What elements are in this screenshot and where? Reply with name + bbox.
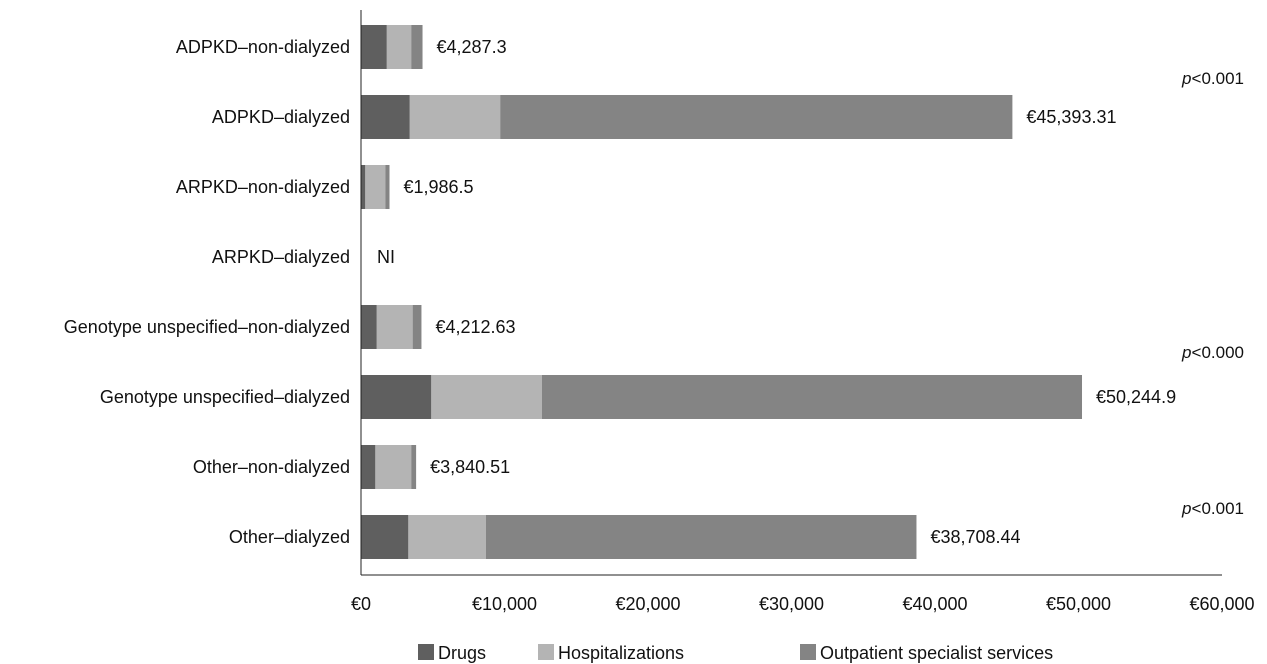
- data-label: €4,212.63: [435, 317, 515, 337]
- data-label: €45,393.31: [1026, 107, 1116, 127]
- data-label: €1,986.5: [404, 177, 474, 197]
- bar-segment: [411, 25, 423, 69]
- x-axis: €0 €10,000 €20,000 €30,000 €40,000 €50,000 €60…: [351, 10, 1255, 614]
- p-value-annotation: p<0.001: [1181, 69, 1244, 88]
- legend-label: Outpatient specialist services: [820, 643, 1053, 663]
- legend-swatch: [800, 644, 816, 660]
- bar-segment: [408, 515, 486, 559]
- bar-segment: [361, 25, 387, 69]
- legend-swatch: [538, 644, 554, 660]
- legend: Drugs Hospitalizations Outpatient speciali…: [418, 643, 1053, 663]
- data-label: €38,708.44: [930, 527, 1020, 547]
- bar-segment: [431, 375, 542, 419]
- bar-segment: [361, 445, 376, 489]
- p-value-text: <0.001: [1192, 499, 1244, 518]
- category-label: ADPKD–dialyzed: [212, 107, 350, 127]
- bar-segment: [365, 165, 386, 209]
- legend-swatch: [418, 644, 434, 660]
- data-label: €50,244.9: [1096, 387, 1176, 407]
- bar-segment: [411, 445, 417, 489]
- bar-segment: [485, 515, 917, 559]
- bar-segment: [361, 95, 410, 139]
- bar-segment: [500, 95, 1013, 139]
- category-label: Other–non-dialyzed: [193, 457, 350, 477]
- category-label: ARPKD–non-dialyzed: [176, 177, 350, 197]
- bar-segment: [361, 305, 377, 349]
- category-label: ARPKD–dialyzed: [212, 247, 350, 267]
- labels-layer: ADPKD–non-dialyzed ADPKD–dialyzed ARPKD–no…: [64, 37, 1176, 547]
- bar-segment: [361, 375, 432, 419]
- legend-label: Hospitalizations: [558, 643, 684, 663]
- p-value-annotation: p<0.001: [1181, 499, 1244, 518]
- data-label: €3,840.51: [430, 457, 510, 477]
- bar-segment: [361, 165, 366, 209]
- x-tick-label: €20,000: [615, 594, 680, 614]
- category-label: Genotype unspecified–non-dialyzed: [64, 317, 350, 337]
- bars-layer: [361, 25, 1083, 559]
- x-tick-label: €40,000: [902, 594, 967, 614]
- p-value-symbol: p: [1181, 343, 1191, 362]
- legend-label: Drugs: [438, 643, 486, 663]
- bar-segment: [409, 95, 501, 139]
- x-tick-label: €50,000: [1046, 594, 1111, 614]
- p-value-text: <0.001: [1192, 69, 1244, 88]
- x-tick-label: €60,000: [1189, 594, 1254, 614]
- category-label: Genotype unspecified–dialyzed: [100, 387, 350, 407]
- p-value-text: <0.000: [1192, 343, 1244, 362]
- bar-segment: [361, 515, 409, 559]
- x-tick-label: €0: [351, 594, 371, 614]
- p-value-symbol: p: [1181, 69, 1191, 88]
- bar-segment: [375, 445, 412, 489]
- category-label: Other–dialyzed: [229, 527, 350, 547]
- category-label: ADPKD–non-dialyzed: [176, 37, 350, 57]
- x-tick-label: €30,000: [759, 594, 824, 614]
- bar-segment: [541, 375, 1083, 419]
- p-value-symbol: p: [1181, 499, 1191, 518]
- data-label: €4,287.3: [437, 37, 507, 57]
- bar-segment: [412, 305, 422, 349]
- bar-segment: [385, 165, 390, 209]
- bar-segment: [386, 25, 412, 69]
- bar-segment: [376, 305, 413, 349]
- p-value-annotation: p<0.000: [1181, 343, 1244, 362]
- data-label: NI: [377, 247, 395, 267]
- x-tick-label: €10,000: [472, 594, 537, 614]
